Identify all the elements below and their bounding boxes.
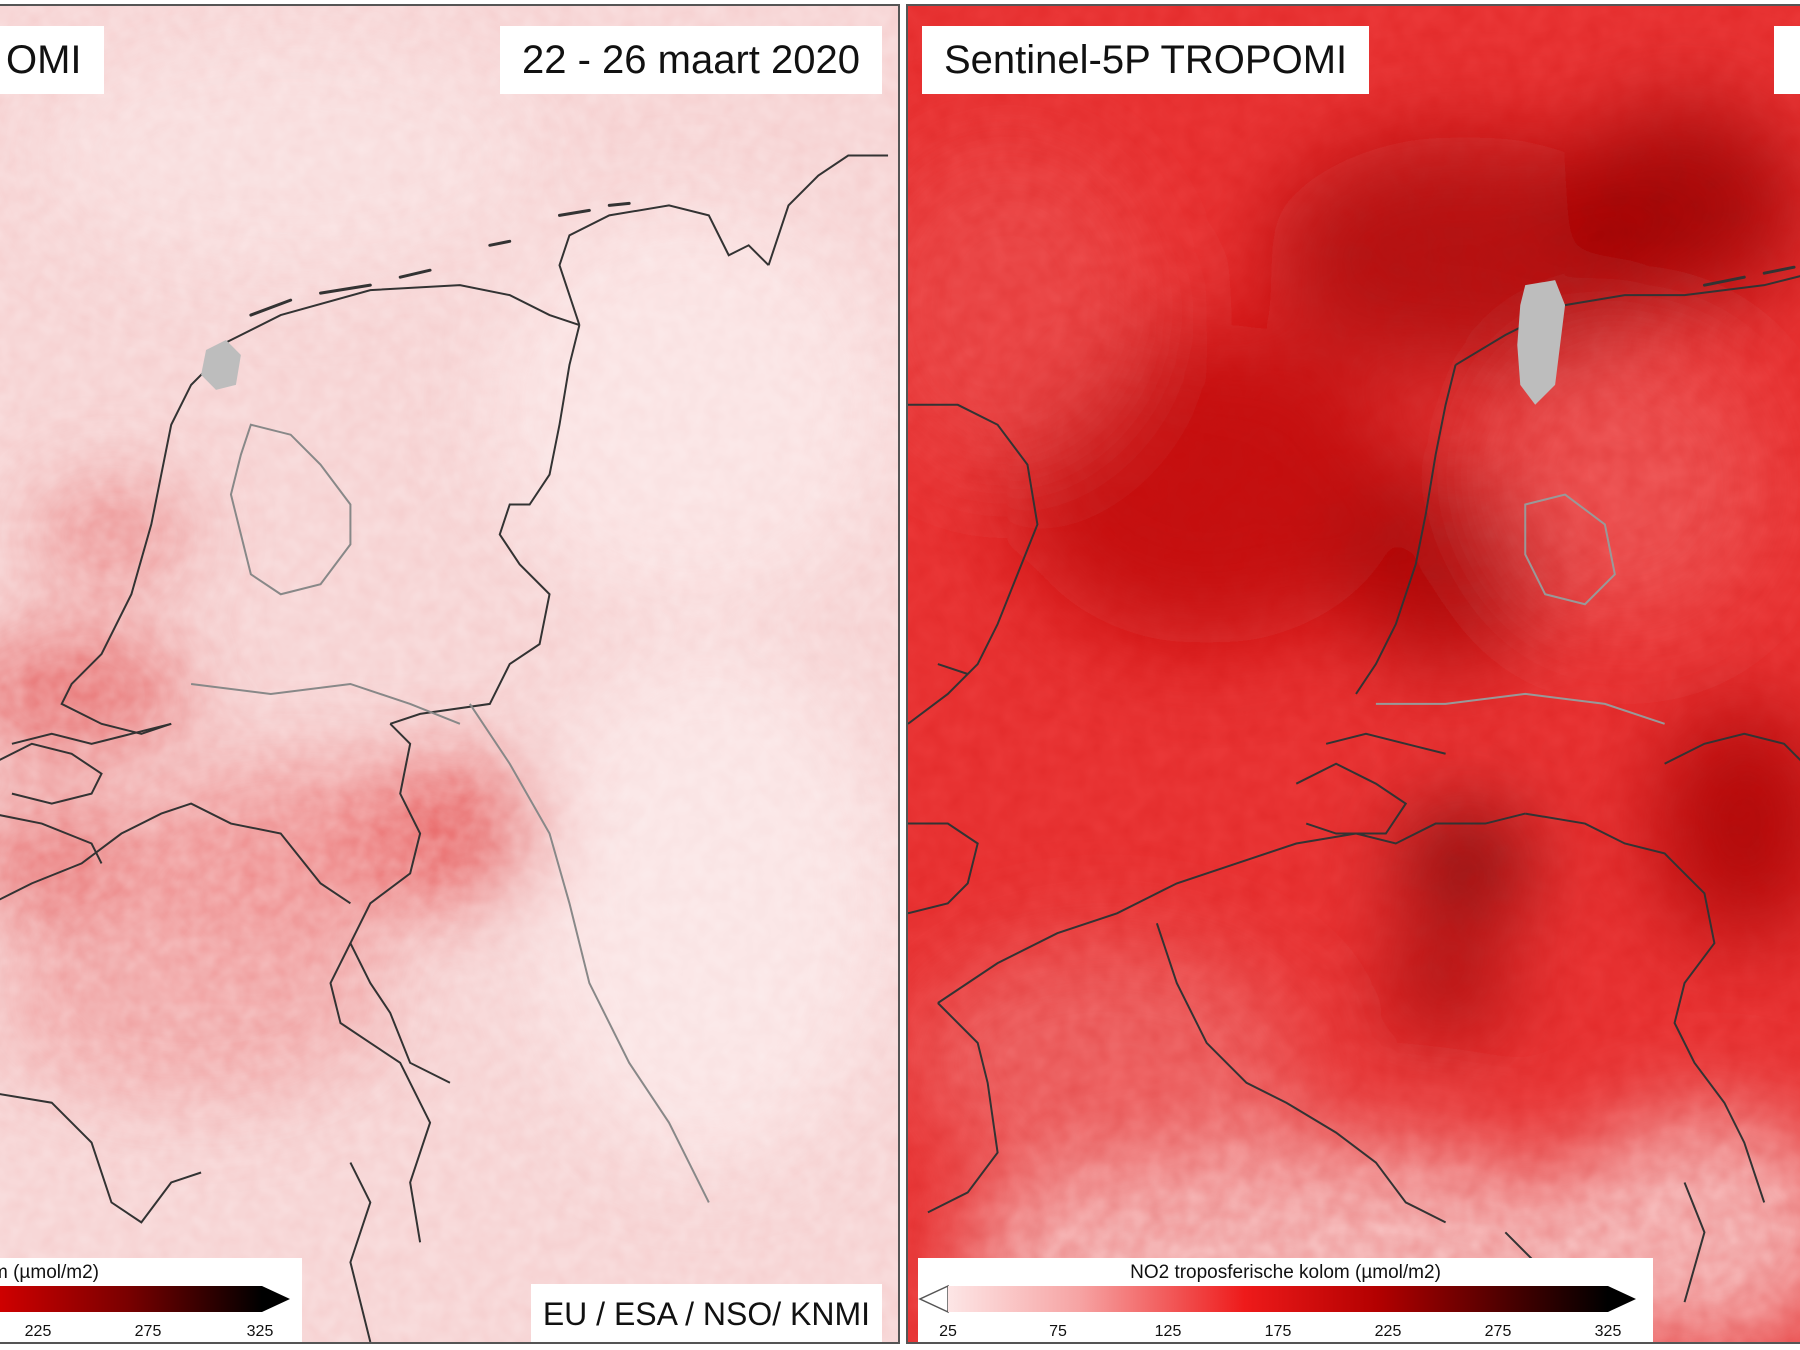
colorbar-left: m (µmol/m2) 225 275 325 bbox=[0, 1258, 302, 1342]
right-date-box-edge bbox=[1774, 26, 1800, 94]
credit-label: EU / ESA / NSO/ KNMI bbox=[530, 1284, 882, 1342]
tick-225-right: 225 bbox=[1375, 1323, 1402, 1340]
left-title-fragment: OMI bbox=[0, 26, 104, 94]
tick-175-right: 175 bbox=[1265, 1323, 1292, 1340]
date-label: 22 - 26 maart 2020 bbox=[500, 26, 882, 94]
colorbar-gradient-right: 25 75 125 175 225 275 325 bbox=[918, 1284, 1636, 1340]
tick-275-right: 275 bbox=[1485, 1323, 1512, 1340]
tick-125-right: 125 bbox=[1155, 1323, 1182, 1340]
island-no-data-right bbox=[1517, 280, 1566, 405]
map-panel-right: Sentinel-5P TROPOMI NO2 troposferische k… bbox=[906, 4, 1800, 1344]
right-title: Sentinel-5P TROPOMI bbox=[922, 26, 1370, 94]
tick-325-right: 325 bbox=[1595, 1323, 1622, 1340]
tick-275-left: 275 bbox=[135, 1323, 162, 1340]
tick-25-right: 25 bbox=[939, 1323, 957, 1340]
colorbar-right: NO2 troposferische kolom (µmol/m2) 25 75 1… bbox=[918, 1258, 1653, 1342]
tick-325-left: 325 bbox=[247, 1323, 274, 1340]
colorbar-title-right: NO2 troposferische kolom (µmol/m2) bbox=[1130, 1262, 1441, 1283]
tick-75-right: 75 bbox=[1049, 1323, 1067, 1340]
map-panel-left: OMI 22 - 26 maart 2020 m (µmol/m2) 225 2… bbox=[0, 4, 900, 1344]
island-no-data-left bbox=[201, 340, 241, 390]
colorbar-gradient-left: 225 275 325 bbox=[0, 1286, 290, 1340]
tick-225-left: 225 bbox=[25, 1323, 52, 1340]
no2-map-right bbox=[908, 6, 1800, 1342]
no2-map-left bbox=[0, 6, 898, 1342]
colorbar-title-left: m (µmol/m2) bbox=[0, 1262, 99, 1283]
